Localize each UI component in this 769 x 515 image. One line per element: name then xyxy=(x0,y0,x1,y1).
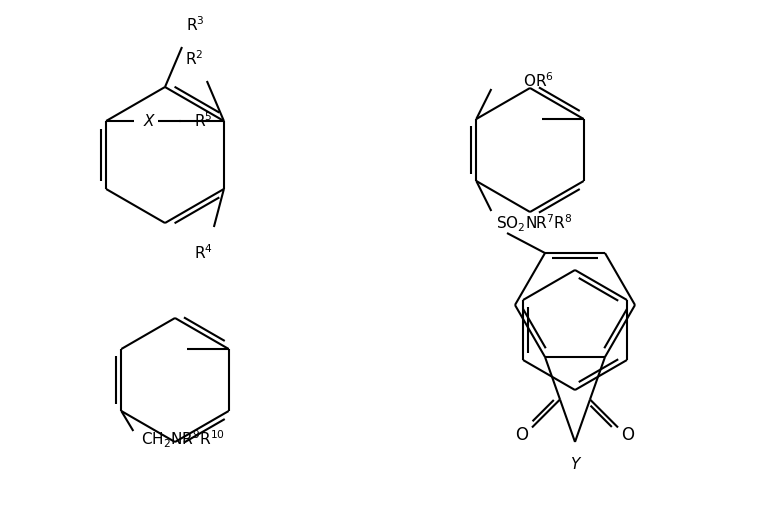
Text: R$^2$: R$^2$ xyxy=(185,49,203,68)
Text: SO$_2$NR$^7$R$^8$: SO$_2$NR$^7$R$^8$ xyxy=(496,212,573,234)
Text: CH$_2$NR$^9$R$^{10}$: CH$_2$NR$^9$R$^{10}$ xyxy=(141,428,225,450)
Text: R$^5$: R$^5$ xyxy=(194,112,212,130)
Text: Y: Y xyxy=(571,457,580,472)
Text: R$^3$: R$^3$ xyxy=(185,15,205,35)
Text: O: O xyxy=(621,426,634,444)
Text: OR$^6$: OR$^6$ xyxy=(524,72,554,90)
Text: X: X xyxy=(144,113,155,129)
Text: R$^4$: R$^4$ xyxy=(195,244,213,262)
Text: O: O xyxy=(515,426,528,444)
